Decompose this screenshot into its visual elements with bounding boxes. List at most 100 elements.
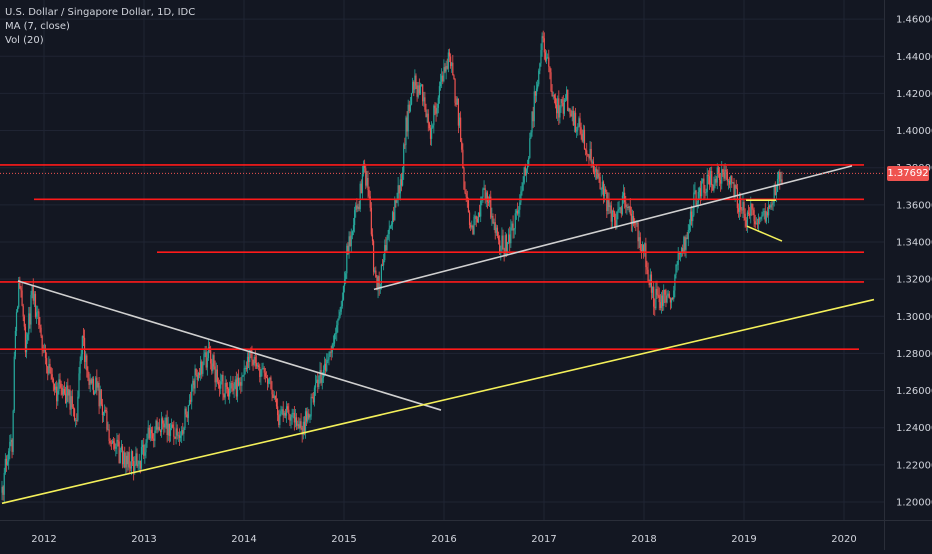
- symbol-title[interactable]: U.S. Dollar / Singapore Dollar, 1D, IDC: [5, 7, 196, 18]
- candle-body: [362, 163, 365, 175]
- candle-body: [393, 212, 395, 221]
- candle-body: [289, 414, 291, 421]
- candle-body: [152, 433, 154, 439]
- candle-body: [685, 237, 687, 250]
- candle-body: [85, 355, 87, 362]
- candle-body: [563, 99, 566, 114]
- candle-body: [129, 467, 131, 469]
- candle-body: [586, 150, 588, 155]
- candle-body: [153, 438, 155, 441]
- candle-body: [399, 179, 401, 194]
- candle-body: [475, 216, 477, 219]
- candle-body: [252, 359, 254, 365]
- candle-body: [397, 185, 399, 200]
- candle-body: [723, 172, 725, 179]
- candle-body: [166, 417, 168, 436]
- candle-body: [761, 215, 763, 218]
- candle-body: [285, 406, 288, 416]
- candle-body: [698, 188, 701, 192]
- candle-body: [759, 218, 761, 220]
- candle-body: [509, 234, 511, 244]
- candle-body: [621, 195, 624, 214]
- candle-body: [301, 427, 303, 435]
- candle-body: [106, 411, 108, 430]
- candle-body: [39, 324, 41, 328]
- price-tick-label: 1.46000: [896, 15, 932, 26]
- candle-body: [192, 380, 194, 385]
- candle-body: [357, 206, 359, 209]
- candle-body: [655, 288, 657, 309]
- candle-body: [505, 235, 507, 253]
- candle-body: [58, 379, 60, 391]
- candle-body: [413, 81, 415, 90]
- candle-body: [454, 78, 456, 103]
- candle-body: [280, 411, 282, 415]
- candle-body: [482, 188, 484, 198]
- candle-body: [448, 52, 451, 57]
- candle-body: [97, 383, 99, 388]
- candle-body: [299, 421, 301, 429]
- candle-body: [111, 441, 114, 444]
- candle-body: [688, 224, 690, 230]
- candle-body: [713, 184, 715, 191]
- candle-body: [59, 379, 61, 384]
- candle-body: [127, 452, 129, 465]
- candle-body: [43, 349, 46, 351]
- candle-body: [144, 452, 146, 456]
- candle-body: [92, 378, 95, 394]
- candle-body: [250, 349, 252, 351]
- candle-body: [54, 386, 57, 390]
- candle-body: [639, 237, 641, 250]
- candle-body: [277, 406, 279, 416]
- candle-body: [417, 85, 419, 97]
- candle-body: [468, 212, 471, 225]
- candle-body: [321, 378, 323, 383]
- candle-body: [659, 302, 661, 309]
- candle-body: [313, 387, 316, 403]
- ma-indicator-label[interactable]: MA (7, close): [5, 21, 70, 32]
- price-tick-label: 1.20000: [896, 497, 932, 508]
- candle-body: [351, 231, 353, 236]
- candle-body: [669, 298, 672, 303]
- candle-body: [272, 394, 274, 398]
- candle-body: [164, 424, 166, 428]
- candle-body: [726, 171, 728, 182]
- candle-body: [69, 389, 71, 410]
- candle-body: [193, 380, 195, 389]
- candle-body: [202, 364, 204, 374]
- candle-body: [582, 129, 584, 142]
- candle-body: [23, 316, 25, 327]
- price-tick-label: 1.42000: [896, 89, 932, 100]
- candle-body: [29, 313, 31, 325]
- time-tick-label: 2013: [131, 534, 156, 545]
- candle-body: [258, 365, 260, 368]
- candle-body: [502, 235, 504, 250]
- candle-body: [1, 486, 3, 493]
- candle-body: [352, 225, 355, 232]
- candle-body: [772, 202, 774, 205]
- candle-body: [470, 224, 472, 228]
- candle-body: [183, 427, 185, 434]
- candle-body: [780, 179, 782, 182]
- candle-body: [57, 390, 59, 402]
- candle-body: [201, 361, 203, 374]
- candle-body: [492, 215, 494, 224]
- candle-body: [130, 451, 133, 469]
- candle-body: [309, 416, 311, 418]
- candle-body: [464, 189, 466, 194]
- candle-body: [312, 397, 314, 403]
- candle-body: [340, 306, 342, 312]
- candle-body: [168, 423, 170, 436]
- candle-body: [225, 382, 227, 387]
- candle-body: [696, 202, 698, 206]
- candle-body: [18, 280, 20, 308]
- candle-body: [14, 331, 16, 357]
- candle-body: [506, 242, 509, 253]
- candle-body: [432, 125, 434, 128]
- volume-indicator-label[interactable]: Vol (20): [5, 35, 44, 46]
- candle-body: [275, 398, 278, 407]
- candle-body: [406, 117, 408, 132]
- candle-body: [131, 451, 134, 462]
